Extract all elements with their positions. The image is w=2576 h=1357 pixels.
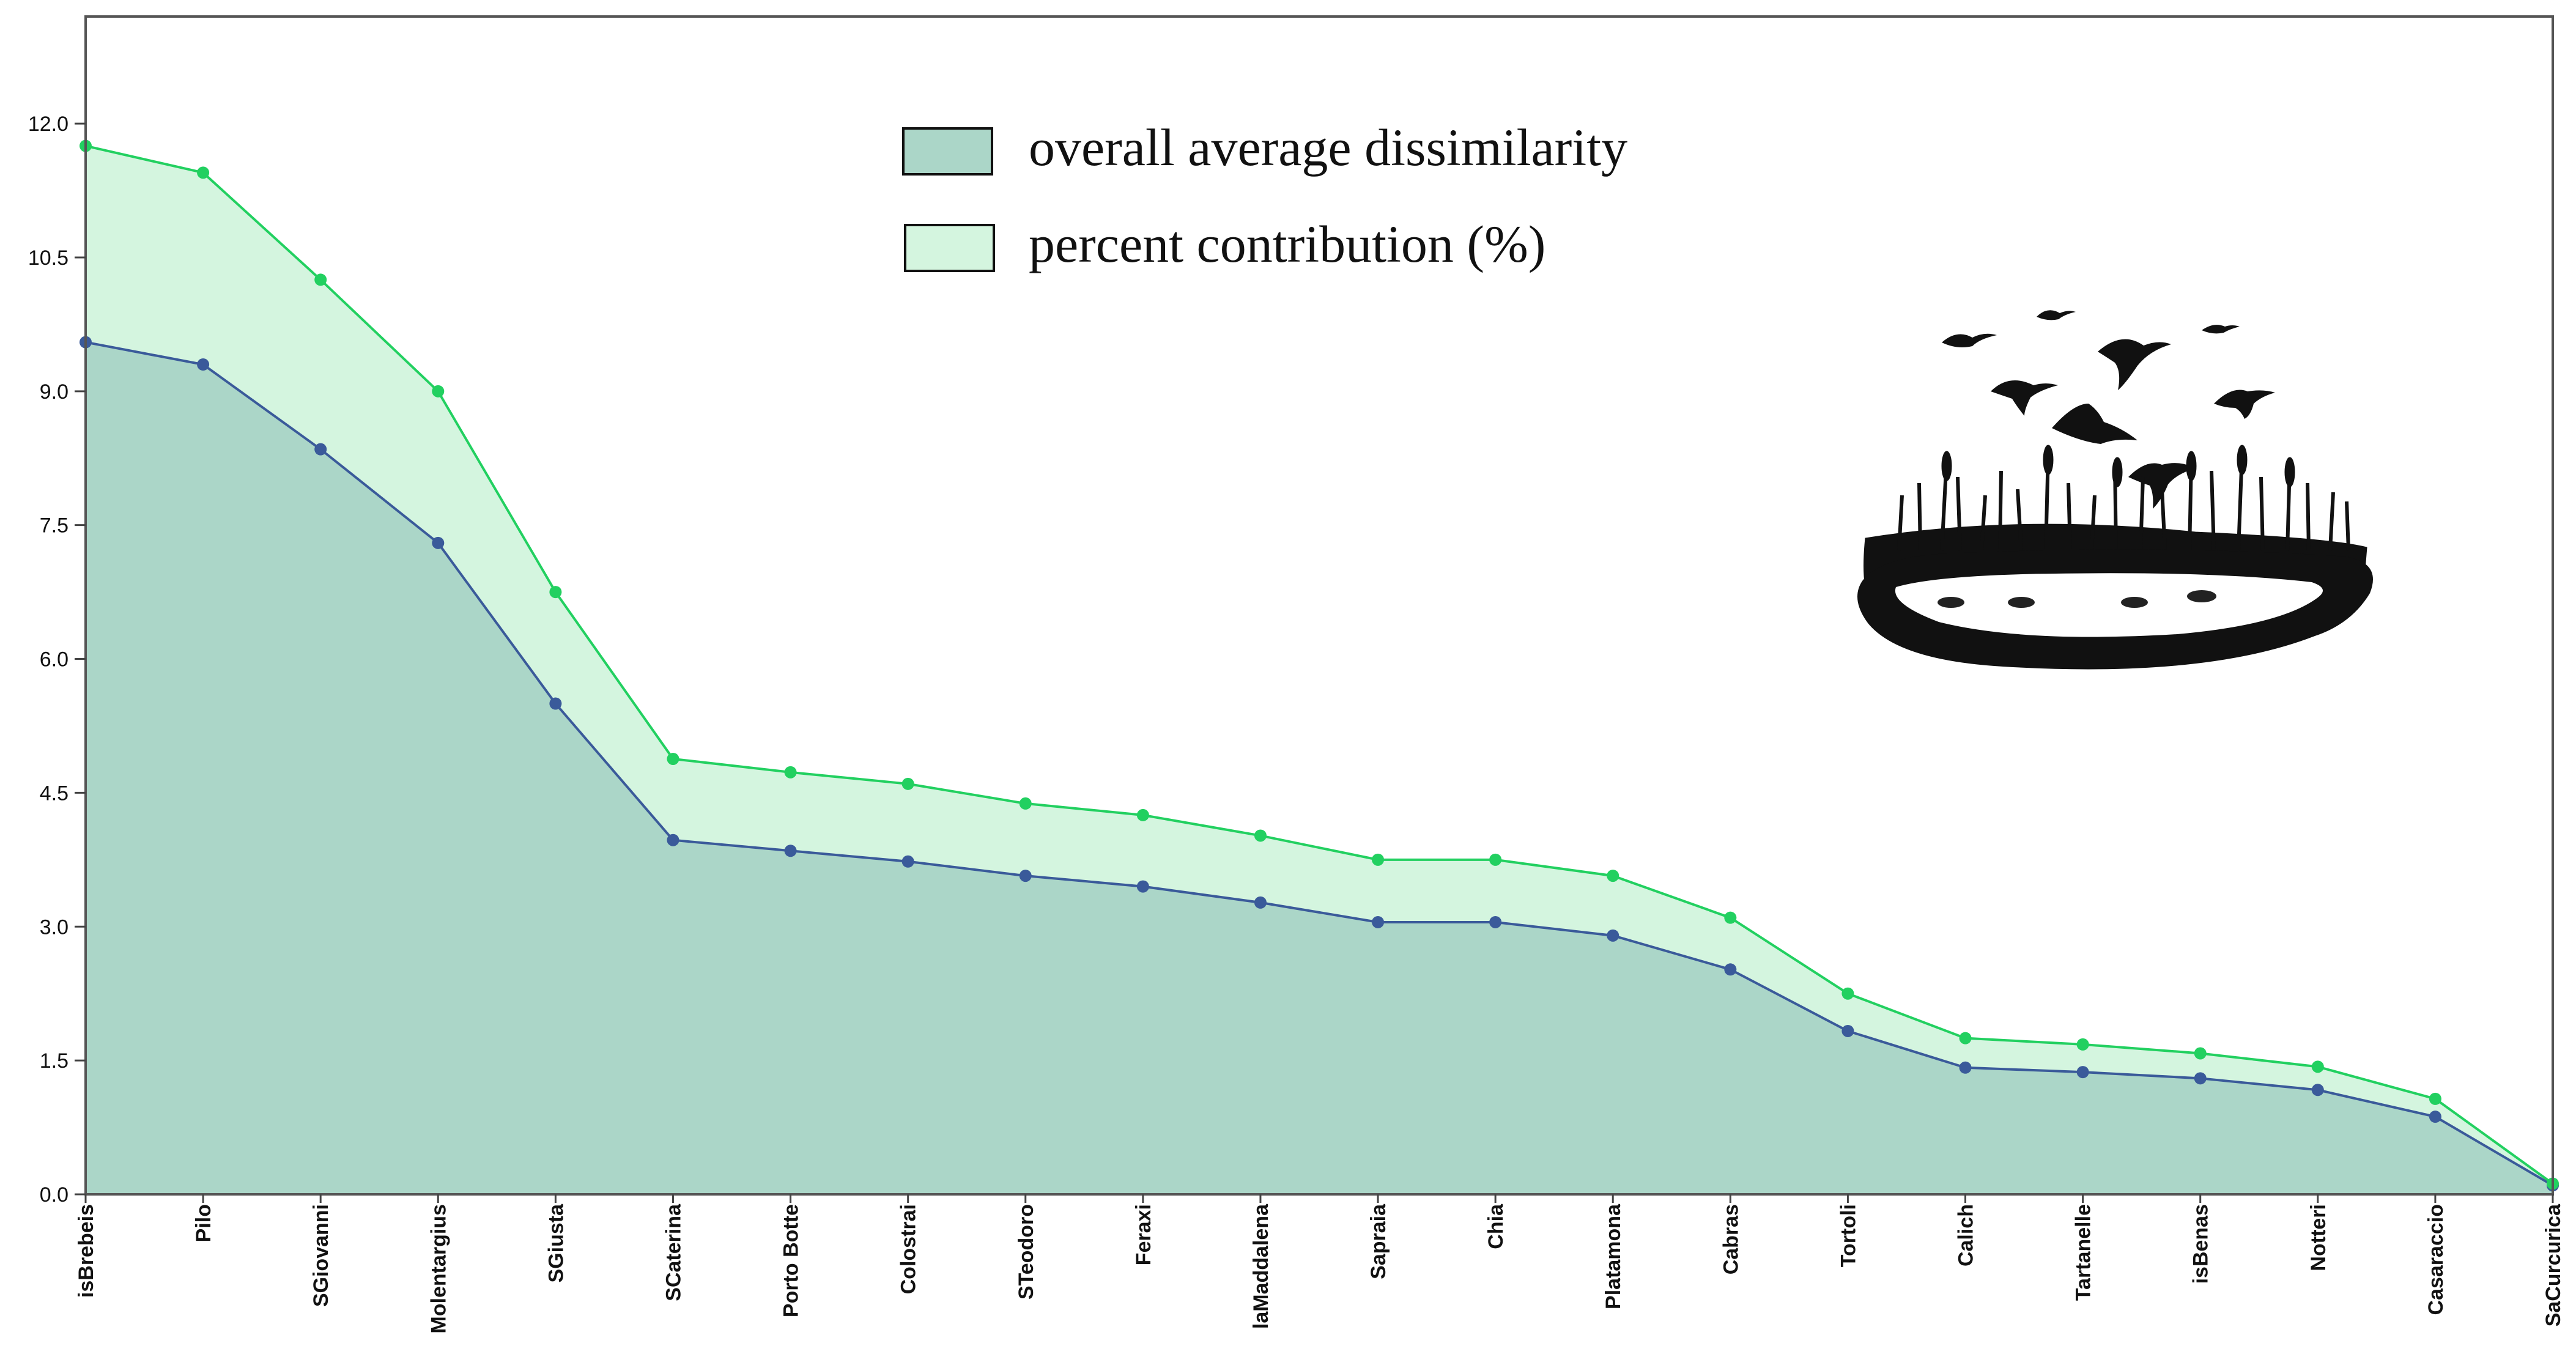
point-overall-average-dissimilarity-17	[2076, 1066, 2089, 1079]
x-tick-label: SaCurcurica	[2542, 1204, 2565, 1326]
point-overall-average-dissimilarity-10	[1254, 896, 1267, 909]
y-tick-label: 4.5	[40, 782, 68, 805]
area-overall-average-dissimilarity	[86, 342, 2553, 1195]
x-tick-label: Casaraccio	[2424, 1204, 2448, 1315]
point-percent-contribution-3	[432, 385, 445, 397]
x-tick-label: Colostrai	[897, 1204, 920, 1294]
plot-frame	[84, 15, 2554, 1196]
point-overall-average-dissimilarity-7	[901, 855, 914, 868]
point-overall-average-dissimilarity-2	[314, 443, 327, 456]
y-tick-label: 9.0	[40, 380, 68, 404]
point-overall-average-dissimilarity-16	[1959, 1061, 1972, 1074]
x-tick-label: Calich	[1955, 1204, 1978, 1266]
x-tick-label: SGiusta	[544, 1204, 568, 1283]
point-percent-contribution-7	[901, 777, 914, 790]
flying-ducks-icon	[1942, 310, 2275, 509]
x-tick-label: Tartanelle	[2072, 1204, 2095, 1301]
point-overall-average-dissimilarity-19	[2311, 1084, 2324, 1096]
point-percent-contribution-13	[1607, 870, 1619, 882]
x-tick-label: laMaddalena	[1249, 1204, 1273, 1329]
point-overall-average-dissimilarity-11	[1372, 915, 1385, 928]
point-percent-contribution-16	[1959, 1032, 1972, 1045]
legend-label-overall-average-dissimilarity: overall average dissimilarity	[1029, 118, 1627, 177]
x-tick-label: Notteri	[2307, 1204, 2330, 1271]
x-tick-label: SCaterina	[662, 1204, 685, 1301]
point-percent-contribution-6	[784, 766, 797, 778]
swimming-ducks-icon	[1938, 590, 2216, 608]
x-tick-label: Chia	[1484, 1204, 1508, 1249]
y-tick-label: 6.0	[40, 648, 68, 671]
x-tick-label: isBenas	[2189, 1204, 2213, 1284]
y-tick-label: 10.5	[28, 246, 68, 270]
point-overall-average-dissimilarity-13	[1607, 929, 1619, 942]
plot-lines	[85, 144, 2554, 1187]
x-tick-label: Pilo	[192, 1204, 215, 1242]
point-overall-average-dissimilarity-14	[1724, 963, 1737, 976]
legend-item-percent-contribution: percent contribution (%)	[904, 215, 1545, 273]
point-percent-contribution-12	[1489, 853, 1502, 866]
point-percent-contribution-11	[1372, 853, 1385, 866]
x-tick-label: Platamona	[1602, 1204, 1625, 1309]
point-percent-contribution-5	[667, 752, 679, 765]
plot-markers	[80, 139, 2559, 1192]
point-percent-contribution-8	[1019, 797, 1032, 810]
wetland-illustration	[1857, 310, 2373, 670]
point-overall-average-dissimilarity-15	[1841, 1024, 1854, 1037]
y-tick-label: 7.5	[40, 514, 68, 538]
point-overall-average-dissimilarity-18	[2194, 1072, 2207, 1085]
point-overall-average-dissimilarity-1	[197, 358, 210, 371]
point-overall-average-dissimilarity-4	[549, 697, 562, 710]
y-tick-label: 0.0	[40, 1183, 68, 1207]
point-percent-contribution-10	[1254, 829, 1267, 842]
point-percent-contribution-14	[1724, 911, 1737, 924]
point-percent-contribution-15	[1841, 987, 1854, 1000]
y-tick-label: 3.0	[40, 915, 68, 939]
point-percent-contribution-9	[1136, 808, 1149, 821]
legend-swatch-percent-contribution	[904, 224, 995, 272]
x-axis: isBrebeis Pilo SGiovanni Molentargius SGiust…	[75, 1194, 2565, 1334]
point-overall-average-dissimilarity-12	[1489, 915, 1502, 928]
point-overall-average-dissimilarity-3	[432, 536, 445, 549]
plot-areas	[86, 146, 2553, 1195]
x-tick-label: isBrebeis	[75, 1204, 98, 1298]
point-percent-contribution-19	[2311, 1060, 2324, 1073]
y-axis: 0.0 1.5 3.0 4.5 6.0 7.5 9.0 10.5 12.0	[28, 113, 86, 1207]
legend: overall average dissimilarity percent co…	[902, 118, 1627, 273]
point-overall-average-dissimilarity-8	[1019, 870, 1032, 882]
legend-item-overall-average-dissimilarity: overall average dissimilarity	[902, 118, 1627, 177]
line-overall-average-dissimilarity	[85, 341, 2554, 1187]
point-percent-contribution-4	[549, 586, 562, 599]
point-overall-average-dissimilarity-9	[1136, 880, 1149, 893]
line-percent-contribution	[85, 144, 2554, 1185]
x-tick-label: SGiovanni	[309, 1204, 333, 1307]
x-tick-label: Sapraia	[1367, 1204, 1390, 1279]
x-tick-label: Tortoli	[1837, 1204, 1860, 1267]
x-tick-label: STeodoro	[1015, 1204, 1038, 1300]
point-percent-contribution-18	[2194, 1047, 2207, 1060]
y-tick-label: 12.0	[28, 113, 68, 136]
y-tick-label: 1.5	[40, 1049, 68, 1073]
point-overall-average-dissimilarity-6	[784, 845, 797, 857]
pond-icon	[1857, 549, 2373, 670]
legend-label-percent-contribution: percent contribution (%)	[1029, 215, 1545, 273]
x-tick-label: Cabras	[1719, 1204, 1742, 1274]
point-percent-contribution-2	[314, 273, 327, 286]
legend-swatch-overall-average-dissimilarity	[902, 127, 993, 176]
point-percent-contribution-1	[197, 166, 210, 179]
point-percent-contribution-17	[2076, 1038, 2089, 1051]
point-overall-average-dissimilarity-20	[2429, 1111, 2441, 1123]
cattail-heads	[1941, 445, 2295, 487]
point-percent-contribution-20	[2429, 1092, 2441, 1105]
x-tick-label: Feraxi	[1132, 1204, 1155, 1265]
point-overall-average-dissimilarity-5	[667, 834, 679, 846]
x-tick-label: Molentargius	[427, 1204, 450, 1334]
x-tick-label: Porto Botte	[780, 1204, 803, 1317]
